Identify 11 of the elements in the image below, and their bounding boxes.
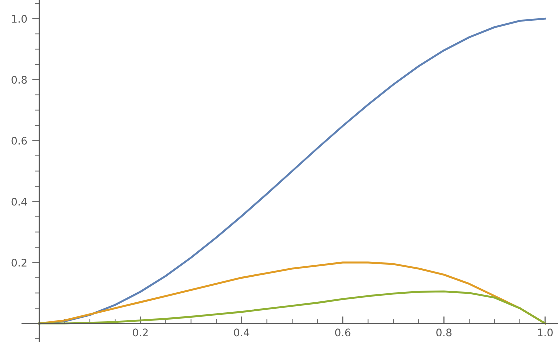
x-tick-label: 0.6 — [335, 328, 351, 337]
y-tick-label: 0.4 — [12, 198, 28, 206]
y-tick-label: 0.6 — [12, 137, 28, 145]
x-tick-label: 0.8 — [436, 328, 452, 337]
y-tick-label: 0.2 — [12, 258, 27, 267]
x-tick-label: 0.4 — [234, 328, 250, 337]
x-tick-label: 1.0 — [538, 328, 553, 337]
x-tick-label: 0.2 — [133, 328, 148, 337]
y-tick-label: 0.8 — [12, 76, 27, 84]
line-series — [38, 290, 546, 325]
y-tick-label: 1.0 — [12, 15, 28, 24]
